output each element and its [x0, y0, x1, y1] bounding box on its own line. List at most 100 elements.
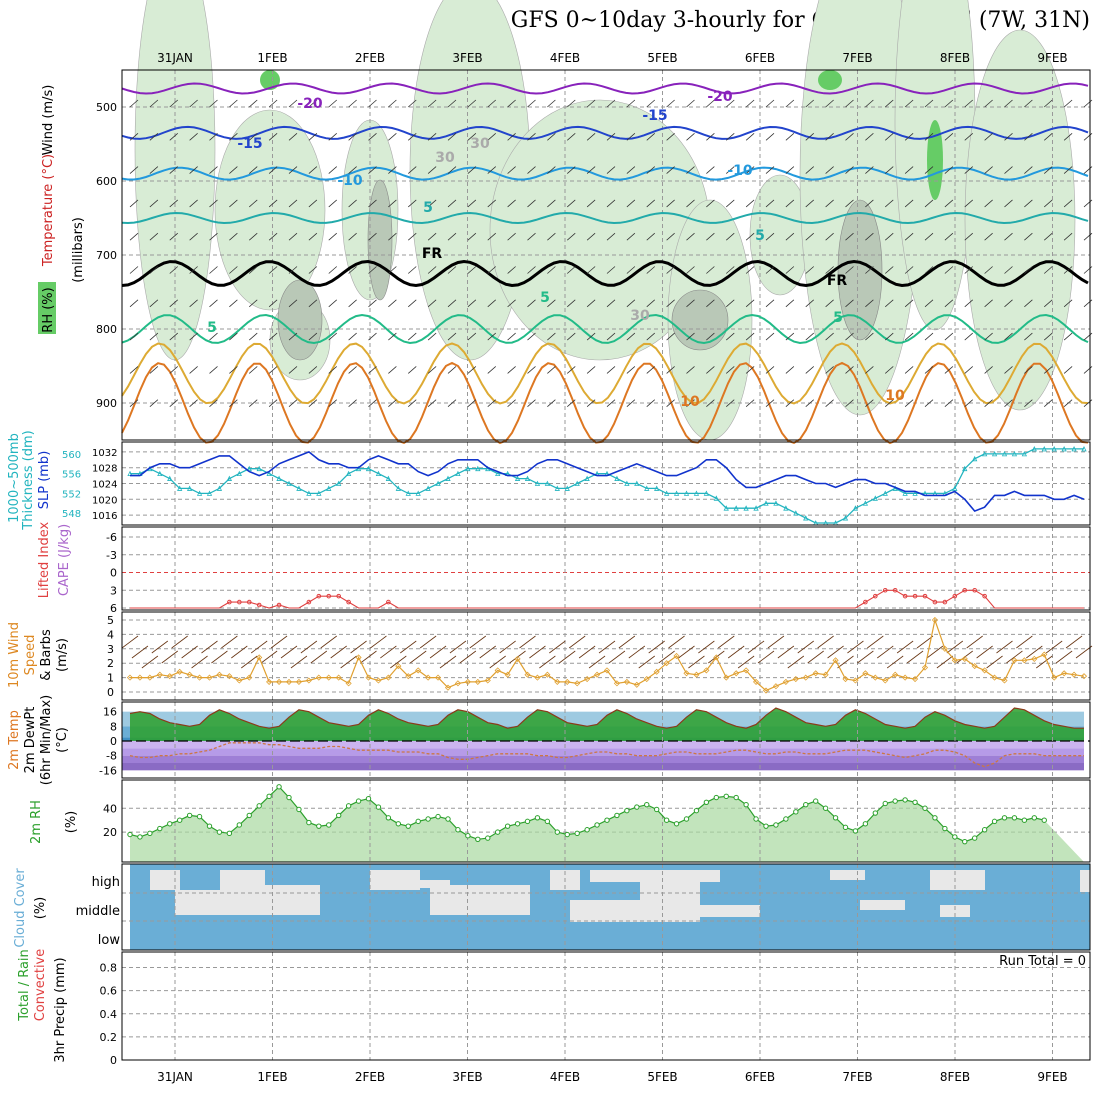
cloud-clear-gap — [370, 870, 420, 890]
wind-barb — [308, 166, 318, 174]
wind-barb — [211, 650, 228, 664]
wind-barb — [268, 332, 278, 341]
wind-barb — [308, 199, 318, 208]
wind-speed-point — [941, 645, 948, 652]
wind-barb — [865, 332, 874, 341]
cloud-clear-gap — [420, 880, 450, 888]
wind-barb — [429, 645, 447, 659]
wind-barb — [725, 366, 735, 374]
wind-barb — [745, 299, 755, 308]
wind-barb — [487, 132, 497, 141]
wind-barb — [906, 650, 924, 664]
wind-barb — [1063, 232, 1073, 241]
wind-barb — [765, 132, 775, 141]
wind-barb — [547, 99, 556, 108]
wind-barb — [996, 640, 1013, 654]
thickness-point — [465, 465, 471, 472]
wind-barb — [787, 655, 805, 669]
wind-barb — [618, 635, 636, 649]
wind-barb — [566, 132, 576, 141]
wind-speed-point — [246, 674, 253, 681]
wind-barb — [706, 332, 715, 341]
wind-speed-point — [335, 674, 342, 681]
wind-barb — [400, 640, 417, 654]
wind-barb — [427, 232, 437, 241]
wind-speed-point — [305, 677, 312, 684]
rh-point — [395, 821, 402, 827]
thickness-point — [564, 485, 570, 491]
slp-tick: 1028 — [92, 464, 117, 475]
wind-barb — [805, 266, 815, 274]
li-tick: 6 — [110, 602, 117, 615]
wind-barb — [706, 232, 715, 241]
rh2m-unit-label: (%) — [64, 811, 79, 834]
cloud-clear-gap — [570, 900, 700, 922]
wind-speed-point — [981, 667, 988, 674]
wind-barb — [248, 132, 258, 141]
thickness-point — [842, 515, 849, 521]
wind-barb — [360, 650, 377, 664]
thickness-point — [574, 480, 580, 486]
wind-barb — [896, 640, 914, 654]
temperature-contour — [121, 82, 1089, 95]
wind-barb — [328, 232, 338, 241]
wind-barb — [1043, 399, 1053, 408]
rh-point — [504, 823, 511, 829]
wind-barb — [268, 399, 278, 408]
rh-point — [385, 815, 392, 821]
cloud-cover-panel: high middle low Cloud Cover (%) — [13, 863, 1091, 951]
wind-barb — [845, 299, 854, 308]
li-point — [962, 587, 968, 593]
rh-point — [604, 817, 610, 823]
wind-barb — [1083, 266, 1093, 274]
wind-barb — [388, 366, 397, 374]
thickness-point — [783, 505, 789, 511]
wind-barb — [149, 99, 159, 108]
wind-barb — [588, 655, 606, 669]
wind-barb — [427, 332, 437, 341]
wind-barb — [129, 199, 139, 208]
rh-point — [564, 831, 570, 838]
wind-barb — [308, 366, 318, 374]
wind-speed-point — [822, 671, 829, 678]
wind-speed-point — [574, 680, 581, 687]
wind-speed-point — [226, 673, 233, 680]
wind-barb — [129, 99, 139, 108]
temperature-contour — [121, 166, 1089, 181]
wind-barb — [467, 166, 477, 174]
wind-barb — [288, 132, 298, 141]
wind-speed-point — [931, 616, 939, 624]
wind-barb — [527, 366, 536, 374]
wind-barb — [976, 645, 993, 659]
wind-barb — [288, 166, 298, 174]
wind-barb — [1043, 332, 1053, 341]
wind-barb — [586, 99, 596, 108]
wind-barb — [964, 166, 974, 174]
wind-barb — [328, 399, 338, 408]
wind-barb — [586, 299, 596, 308]
rh-point — [991, 818, 998, 825]
wind-barb — [527, 266, 536, 274]
wind-barb — [638, 655, 655, 669]
wind-speed-point — [693, 671, 700, 678]
wind-barb — [308, 332, 318, 341]
wind-barb — [1043, 299, 1053, 308]
rh-point — [713, 794, 720, 801]
wind-barb — [547, 399, 556, 408]
thickness-tick: 560 — [62, 450, 81, 461]
wind-barb — [566, 366, 576, 374]
wind-barb — [805, 399, 815, 408]
wind-barb — [626, 299, 636, 308]
wind-barb — [845, 166, 854, 174]
thickness-point — [663, 490, 670, 496]
wind-barb — [487, 332, 497, 341]
rh-shade-area — [214, 109, 326, 311]
wind-barb — [606, 266, 616, 274]
wind-barb — [229, 99, 238, 108]
wind-barb — [666, 132, 675, 141]
wind-barb — [449, 640, 467, 654]
temperature-contour — [121, 125, 1089, 140]
contour-label: -10 — [337, 173, 363, 189]
rh-point — [872, 810, 879, 816]
temperature-axis-label: Temperature (°C) — [41, 154, 56, 267]
